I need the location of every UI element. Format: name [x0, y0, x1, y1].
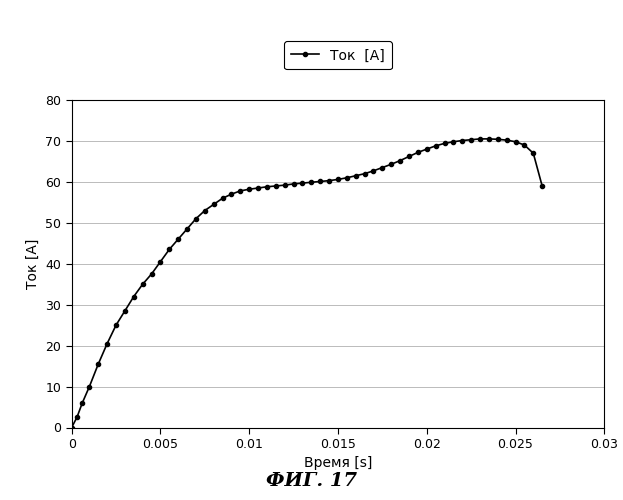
Ток  [А] [174, 236, 182, 242]
Ток  [А] [237, 188, 244, 194]
Ток  [А] [68, 424, 75, 430]
Ток  [А] [538, 183, 546, 189]
Ток  [А] [476, 136, 483, 142]
Ток  [А] [112, 322, 120, 328]
Line: Ток  [А]: Ток [А] [70, 137, 545, 430]
Legend: Ток  [А]: Ток [А] [284, 42, 392, 70]
Ток  [А] [530, 150, 537, 156]
Ток  [А] [148, 271, 155, 277]
Ток  [А] [494, 136, 502, 142]
Text: ФИГ. 17: ФИГ. 17 [266, 472, 357, 490]
X-axis label: Время [s]: Время [s] [304, 456, 372, 470]
Y-axis label: Ток [А]: Ток [А] [26, 238, 40, 289]
